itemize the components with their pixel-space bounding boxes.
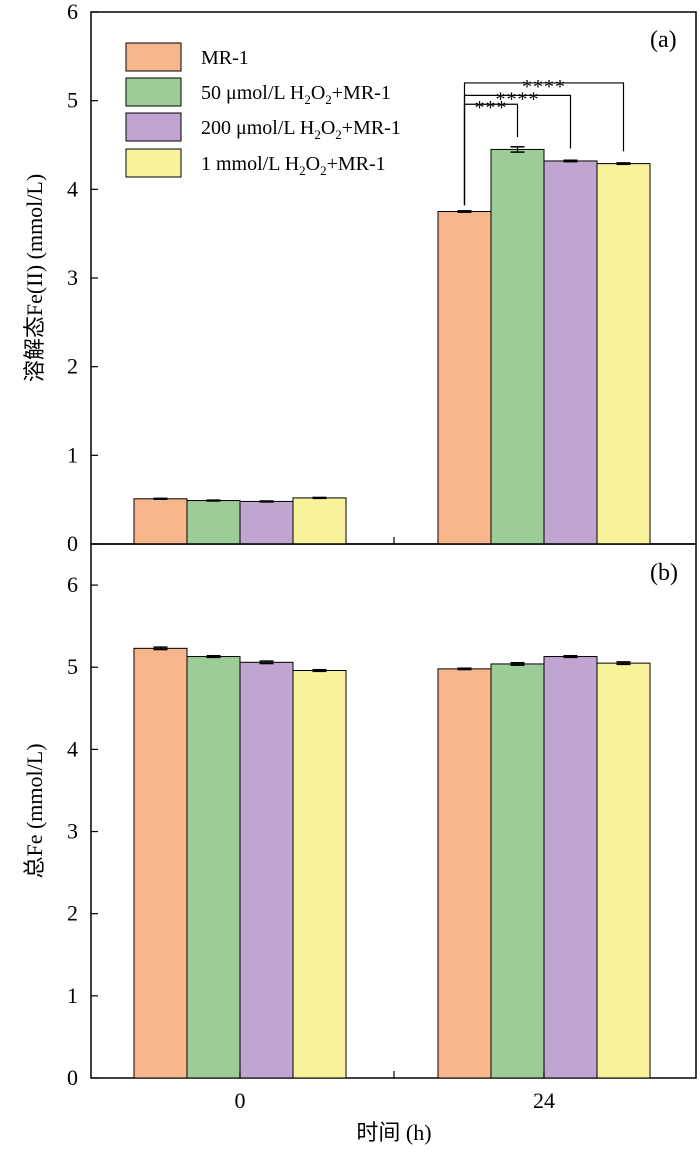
legend-swatch [125,42,182,72]
panel-a-y-ticks: 0 1 2 3 4 5 6 [67,0,395,556]
legend-label-part: 2 [335,127,342,142]
legend-label-part: +MR-1 [342,117,401,139]
significance-label: **** [496,88,540,110]
y-tick-label: 1 [67,983,78,1008]
legend-label-part: 200 μmol/L H [201,117,314,139]
legend-label-part: 2 [304,92,311,107]
legend-label: 200 μmol/L H2O2+MR-1 [201,117,401,142]
legend-label-part: MR-1 [201,47,249,69]
y-tick-label: 4 [67,176,78,201]
panel-b-bars [133,646,651,1079]
bar [490,148,545,545]
legend-label-part: 2 [320,163,327,178]
significance-label: *** [475,97,508,119]
y-tick-label: 0 [67,531,78,556]
panel-b-y-axis-title: 总Fe (mmol/L) [22,743,47,878]
y-tick-label: 1 [67,442,78,467]
bar [292,497,347,545]
y-tick-label: 2 [67,901,78,926]
significance-brackets: *********** [463,76,625,206]
legend-label-part: 1 mmol/L H [201,153,299,175]
significance-bracket [463,82,625,206]
y-tick-label: 5 [67,88,78,113]
panel-a-y-axis-title: 溶解态Fe(II) (mmol/L) [22,174,47,382]
panel-a-label: (a) [650,27,677,53]
legend-label: MR-1 [201,47,249,69]
legend-swatch [125,77,182,107]
bar [596,662,651,1079]
x-tick-label: 24 [533,1088,555,1113]
bar [239,661,294,1079]
legend-label-part: O [311,82,325,104]
bar [239,500,294,545]
legend-label: 1 mmol/L H2O2+MR-1 [201,153,386,178]
bar [437,211,492,545]
y-tick-label: 6 [67,0,78,24]
panel-b-label: (b) [650,560,678,586]
y-tick-label: 3 [67,265,78,290]
y-tick-label: 2 [67,354,78,379]
x-axis-title: 时间 (h) [356,1120,431,1145]
panel-a-bars [133,146,651,545]
y-tick-label: 4 [67,736,78,761]
bar [133,647,188,1079]
legend-label-part: 50 μmol/L H [201,82,304,104]
legend-swatch [125,148,182,178]
y-tick-label: 0 [67,1065,78,1090]
panel-b-y-ticks: 0 1 2 3 4 5 6 [67,572,98,1090]
bar [133,498,188,545]
y-tick-label: 5 [67,654,78,679]
bar [186,656,241,1079]
significance-label: **** [522,76,566,98]
panel-b: 0 1 2 3 4 5 6 0 24 (b) 总Fe (mmol/L) 时间 (h) [22,543,697,1145]
legend-label-part: 2 [325,92,332,107]
bar [596,163,651,545]
bar [543,656,598,1079]
bar [437,668,492,1079]
y-tick-label: 6 [67,572,78,597]
bar [292,670,347,1079]
y-tick-label: 3 [67,819,78,844]
legend-label-part: +MR-1 [327,153,386,175]
bar [543,160,598,545]
legend-label-part: O [306,153,320,175]
legend-label-part: 2 [314,127,321,142]
bar [186,500,241,545]
legend-swatch [125,112,182,142]
legend-label-part: 2 [299,163,306,178]
bar [490,663,545,1079]
x-axis-ticks: 0 24 [235,1071,555,1113]
x-tick-label: 0 [235,1088,246,1113]
legend-label-part: O [321,117,335,139]
legend-label: 50 μmol/L H2O2+MR-1 [201,82,391,107]
legend-label-part: +MR-1 [332,82,391,104]
